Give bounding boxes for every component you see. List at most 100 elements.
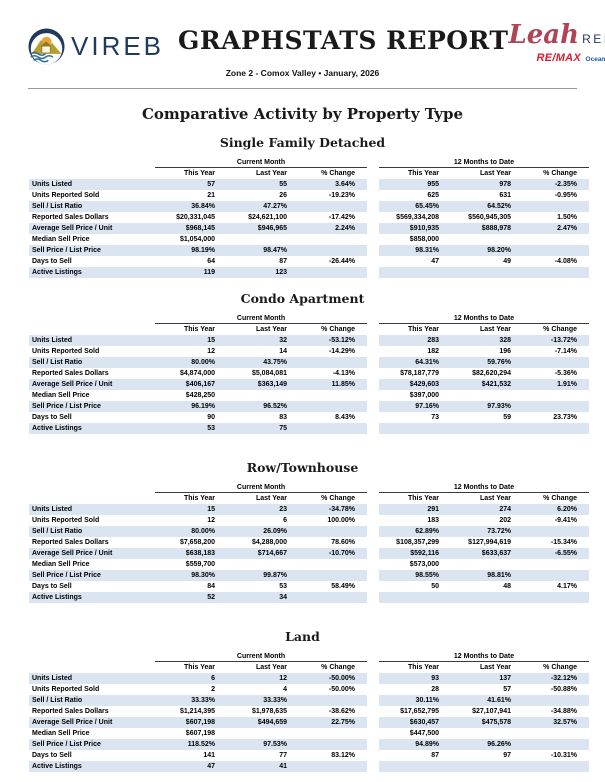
cell-value: [523, 245, 589, 257]
row-label: Active Listings: [29, 592, 155, 604]
cell-value: 96.19%: [155, 401, 227, 413]
cell-value: 77: [279, 752, 287, 760]
cell-value: 6: [283, 517, 287, 525]
vireb-logo: VIREB: [28, 28, 178, 65]
group-gap: [367, 559, 379, 570]
cell-value: [227, 234, 299, 245]
cell-value: 87: [431, 752, 439, 760]
cell-value: -10.31%: [550, 752, 577, 760]
cell-value: $569,334,208: [396, 214, 439, 222]
tables: Single Family Detached Current Month 12 Mo…: [0, 135, 605, 773]
table-row: Median Sell Price $559,700 $573,000: [29, 559, 589, 570]
table-row: Average Sell Price / Unit $406,167 $363,14…: [29, 379, 589, 391]
cell-value: 23.73%: [553, 414, 577, 422]
cell-value: -4.13%: [332, 370, 355, 378]
cell-value: [299, 201, 367, 213]
cell-value: [451, 592, 523, 604]
cell-value: 64: [207, 258, 215, 266]
column-header: Last Year: [479, 664, 511, 672]
cell-value: 97.53%: [227, 739, 299, 751]
row-label: Sell Price / List Price: [29, 570, 155, 582]
column-header: Last Year: [479, 170, 511, 178]
spacer-cell: [29, 493, 155, 504]
cell-value: [451, 234, 523, 245]
cell-value: 32: [227, 335, 299, 347]
row-label: Median Sell Price: [32, 730, 90, 738]
cell-value: 94.89%: [379, 739, 451, 751]
group-gap: [367, 592, 379, 603]
group-gap: [367, 673, 379, 684]
row-label: Median Sell Price: [32, 236, 90, 244]
cell-value: [523, 234, 589, 245]
group-gap: [367, 379, 379, 390]
group-header-current-month: Current Month: [155, 157, 367, 169]
group-gap: [367, 739, 379, 750]
row-label: Sell / List Ratio: [29, 695, 155, 707]
cell-value: [523, 401, 589, 413]
cell-value: -2.35%: [523, 179, 589, 191]
cell-value: 87: [279, 258, 287, 266]
column-header: % Change: [321, 495, 355, 503]
cell-value: [523, 201, 589, 213]
table-row: Active Listings 53 75: [29, 423, 589, 435]
cell-value: 98.47%: [227, 245, 299, 257]
group-gap: [367, 750, 379, 761]
cell-value: -5.36%: [554, 370, 577, 378]
group-gap: [367, 662, 379, 673]
section-title: Condo Apartment: [240, 291, 365, 307]
cell-value: 12: [207, 517, 215, 525]
column-header: Last Year: [479, 326, 511, 334]
group-gap: [367, 570, 379, 581]
header-divider: [28, 88, 577, 90]
stats-table: Current Month 12 Months to Date This Year L…: [29, 157, 589, 279]
row-label: Units Reported Sold: [32, 517, 100, 525]
group-gap: [367, 728, 379, 739]
cell-value: 1.91%: [523, 379, 589, 391]
row-label: Days to Sell: [32, 583, 72, 591]
cell-value: 49: [503, 258, 511, 266]
row-label: Units Listed: [29, 179, 155, 191]
group-gap: [367, 212, 379, 223]
cell-value: 73: [431, 414, 439, 422]
cell-value: -6.55%: [523, 548, 589, 560]
column-header: % Change: [543, 170, 577, 178]
table-row: Days to Sell 90 83 8.43% 73 59 23.73%: [29, 412, 589, 423]
cell-value: $475,578: [451, 717, 523, 729]
group-gap: [367, 537, 379, 548]
cell-value: -50.00%: [328, 686, 355, 694]
cell-value: 53: [155, 423, 227, 435]
cell-value: $638,183: [155, 548, 227, 560]
section-title: Land: [285, 629, 320, 645]
table-group-header-row: Current Month 12 Months to Date: [29, 157, 589, 169]
row-label: Reported Sales Dollars: [32, 370, 109, 378]
group-gap: [367, 482, 379, 493]
table-row: Units Listed 15 23 -34.78% 291 274 6.20%: [29, 504, 589, 516]
cell-value: $888,978: [451, 223, 523, 235]
cell-value: 30.11%: [379, 695, 451, 707]
cell-value: 90: [207, 414, 215, 422]
table-row: Sell / List Ratio 33.33% 33.33% 30.11% 41.61…: [29, 695, 589, 707]
cell-value: -53.12%: [299, 335, 367, 347]
table-row: Sell / List Ratio 36.84% 47.27% 65.45% 64.52…: [29, 201, 589, 213]
cell-value: 62.89%: [379, 526, 451, 538]
cell-value: 47: [155, 761, 227, 773]
cell-value: 55: [227, 179, 299, 191]
cell-value: 96.52%: [227, 401, 299, 413]
cell-value: -14.29%: [328, 348, 355, 356]
cell-value: $4,288,000: [251, 539, 287, 547]
table-row: Days to Sell 64 87 -26.44% 47 49 -4.08%: [29, 256, 589, 267]
cell-value: [523, 739, 589, 751]
cell-value: $4,874,000: [179, 370, 215, 378]
cell-value: $447,500: [409, 730, 439, 738]
property-type-section: Condo Apartment Current Month 12 Months to…: [0, 291, 605, 435]
table-row: Sell Price / List Price 118.52% 97.53% 94.8…: [29, 739, 589, 751]
cell-value: 57: [155, 179, 227, 191]
cell-value: 196: [499, 348, 511, 356]
row-label: Sell Price / List Price: [29, 401, 155, 413]
column-header: This Year: [183, 664, 215, 672]
row-label: Units Reported Sold: [32, 686, 100, 694]
cell-value: 12: [227, 673, 299, 685]
cell-value: -7.14%: [554, 348, 577, 356]
cell-value: 50: [431, 583, 439, 591]
vireb-logo-icon: [28, 28, 65, 65]
